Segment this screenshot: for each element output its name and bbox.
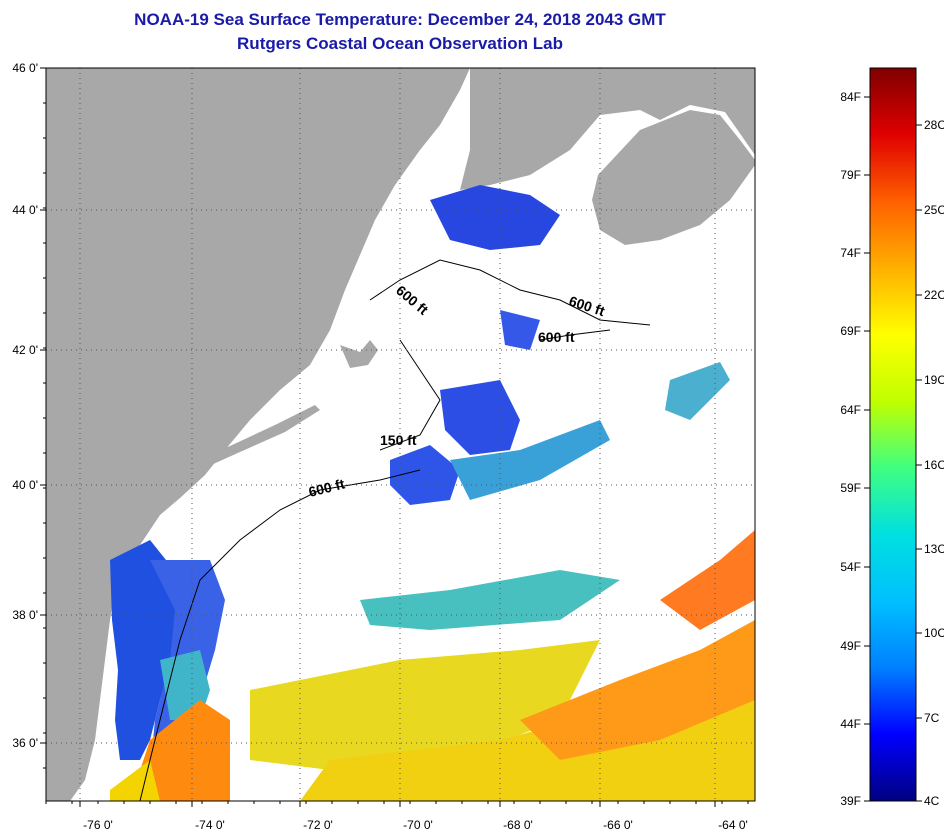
lat-tick-label: 36 0' (12, 736, 38, 750)
longitude-axis: -76 0' -74 0' -72 0' -70 0' -68 0' -66 0' -64 … (45, 801, 749, 832)
graticule (46, 68, 755, 801)
sst-warm-hatteras (130, 700, 230, 801)
sst-gulf-maine-2 (500, 310, 540, 350)
c-tick-label: 28C (924, 118, 944, 132)
map-area (46, 68, 755, 801)
land-cape-cod (340, 340, 378, 368)
sst-offshore-orange-1 (520, 620, 755, 760)
contour-600ft-ne (539, 329, 611, 341)
contour-label-4: 150 ft (380, 432, 417, 448)
sst-gulf-maine-1 (430, 185, 560, 250)
contour-label-3: 600 ft (538, 329, 575, 345)
f-tick-label: 44F (840, 717, 861, 731)
sst-offshore-cyan (360, 570, 620, 630)
lon-tick-label: -70 0' (403, 818, 433, 832)
c-tick-label: 7C (924, 711, 940, 725)
f-tick-label: 49F (840, 639, 861, 653)
c-tick-label: 13C (924, 542, 944, 556)
lat-tick-label: 38 0' (12, 608, 38, 622)
lon-tick-label: -72 0' (303, 818, 333, 832)
f-tick-label: 64F (840, 403, 861, 417)
c-tick-label: 19C (924, 373, 944, 387)
colorbar (869, 67, 917, 802)
f-tick-label: 74F (840, 246, 861, 260)
sst-offshore-orange-2 (660, 530, 755, 630)
contour-150ft (379, 339, 441, 451)
lon-tick-label: -68 0' (503, 818, 533, 832)
f-tick-label: 79F (840, 168, 861, 182)
sst-georges-bank (390, 445, 460, 505)
lon-tick-label: -76 0' (83, 818, 113, 832)
f-tick-label: 84F (840, 90, 861, 104)
lat-tick-label: 42 0' (12, 343, 38, 357)
c-tick-label: 10C (924, 626, 944, 640)
latitude-axis: 46 0' 44 0' 42 0' 40 0' 38 0' 36 0' (12, 61, 46, 769)
c-tick-label: 22C (924, 288, 944, 302)
land-long-island (190, 405, 320, 470)
lon-tick-label: -64 0' (718, 818, 748, 832)
c-tick-label: 4C (924, 794, 940, 808)
c-tick-label: 16C (924, 458, 944, 472)
f-tick-label: 59F (840, 481, 861, 495)
c-tick-label: 25C (924, 203, 944, 217)
lon-tick-label: -66 0' (603, 818, 633, 832)
chart-title: NOAA-19 Sea Surface Temperature: Decembe… (134, 10, 666, 29)
f-tick-label: 69F (840, 324, 861, 338)
sst-slope-cyan (450, 420, 610, 500)
sst-offshore-yellow-1 (250, 640, 600, 770)
chart-subtitle: Rutgers Coastal Ocean Observation Lab (237, 34, 563, 53)
land-new-brunswick (460, 68, 755, 190)
sst-offshore-yellow-2 (300, 640, 755, 801)
contour-600ft-south (139, 469, 421, 801)
lat-tick-label: 44 0' (12, 203, 38, 217)
f-tick-label: 54F (840, 560, 861, 574)
colorbar-ticks: 84F 79F 74F 69F 64F 59F 54F 49F 44F 39F 28C 25C 22C 1… (840, 90, 944, 808)
land-mainland (46, 68, 470, 801)
lon-tick-label: -74 0' (195, 818, 225, 832)
lat-tick-label: 40 0' (12, 478, 38, 492)
f-tick-label: 39F (840, 794, 861, 808)
sst-ne-cyan (665, 362, 730, 420)
land-nova-scotia (592, 110, 755, 245)
contour-600ft-gulf (369, 259, 651, 326)
chesapeake-bay (110, 540, 180, 760)
lat-tick-label: 46 0' (12, 61, 38, 75)
